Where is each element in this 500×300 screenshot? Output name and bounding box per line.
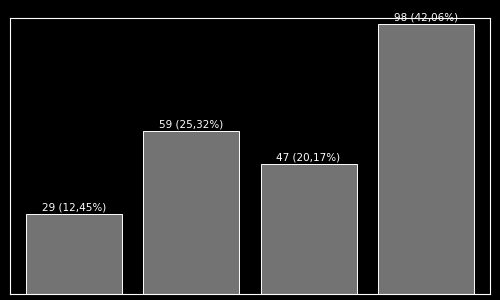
Bar: [144, 131, 240, 294]
Bar: [260, 164, 356, 294]
Text: 98 (42,06%): 98 (42,06%): [394, 12, 458, 22]
Bar: [26, 214, 122, 294]
Text: 59 (25,32%): 59 (25,32%): [160, 120, 224, 130]
Bar: [378, 23, 474, 294]
Text: 29 (12,45%): 29 (12,45%): [42, 202, 106, 213]
Text: 47 (20,17%): 47 (20,17%): [276, 153, 340, 163]
